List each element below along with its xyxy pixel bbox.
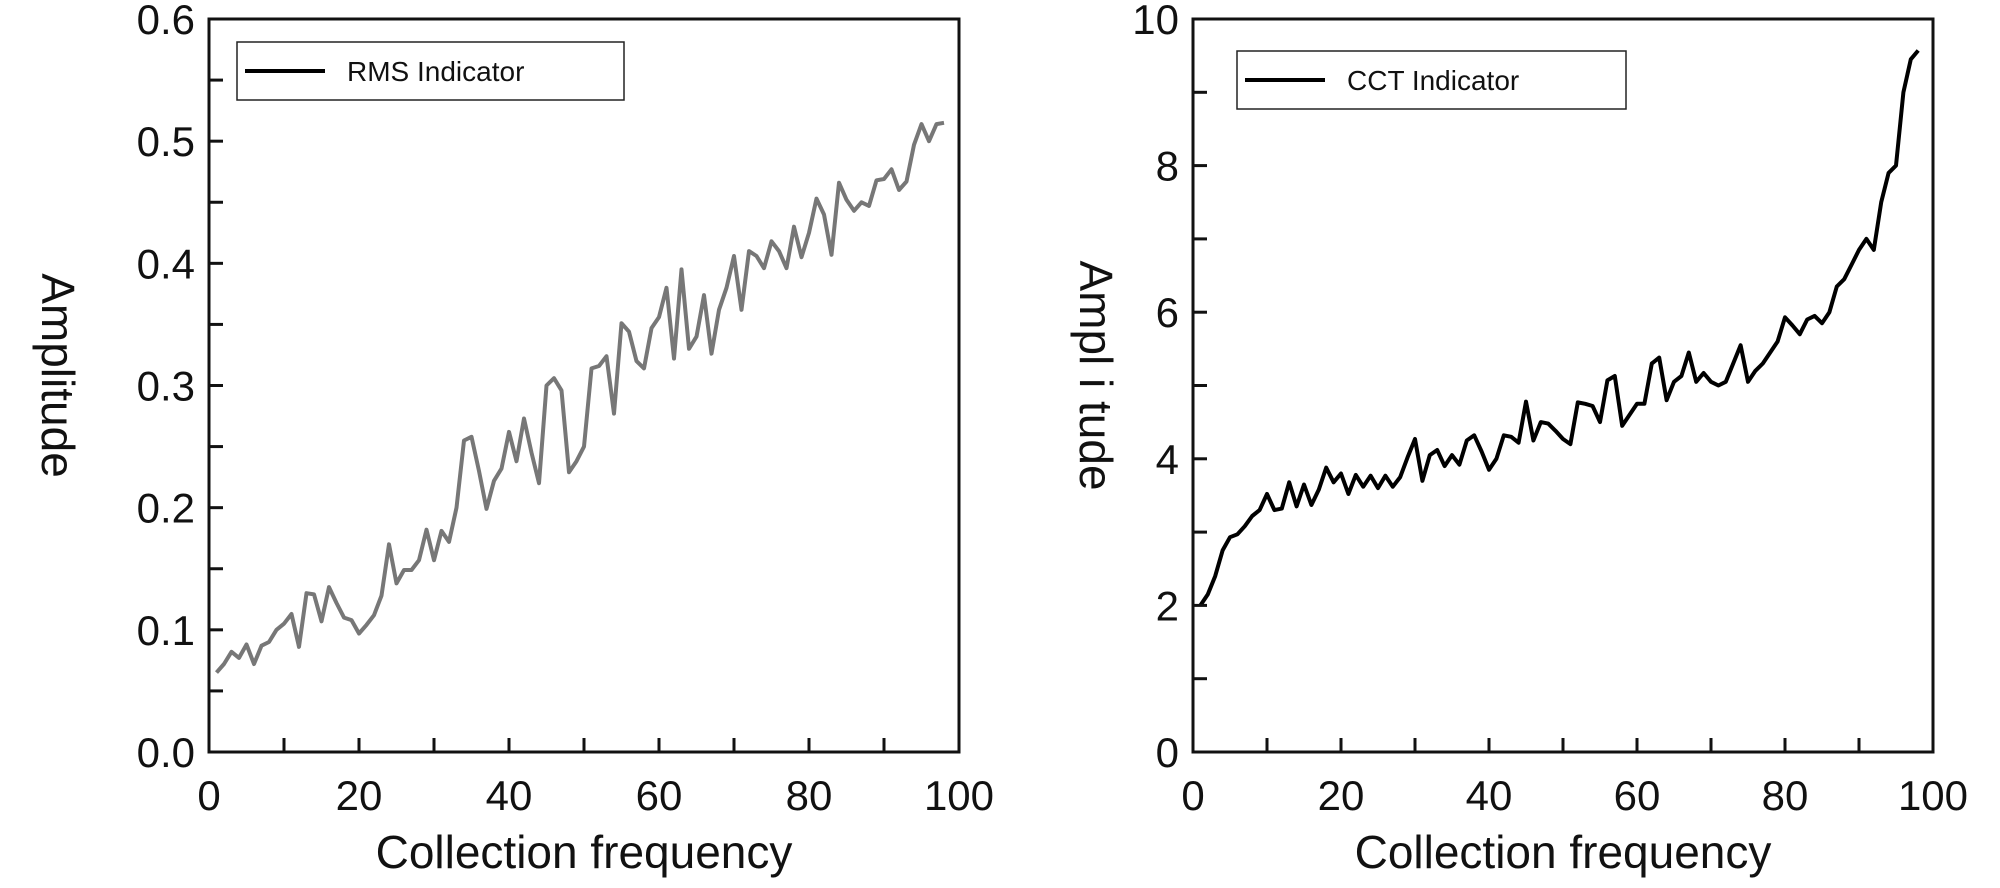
x-tick-label: 60	[636, 772, 683, 819]
x-tick-label: 0	[1181, 772, 1204, 819]
series-line-0	[1198, 49, 1920, 607]
series-line-0	[214, 120, 945, 674]
y-tick-label: 0.2	[137, 485, 195, 532]
y-tick-label: 0.0	[137, 729, 195, 776]
y-tick-label: 0.6	[137, 0, 195, 43]
x-tick-label: 20	[1318, 772, 1365, 819]
x-tick-label: 60	[1614, 772, 1661, 819]
legend-label: CCT Indicator	[1347, 65, 1519, 96]
x-tick-label: 80	[1762, 772, 1809, 819]
y-tick-label: 0.5	[137, 118, 195, 165]
x-tick-label: 100	[924, 772, 994, 819]
x-tick-label: 100	[1898, 772, 1968, 819]
y-tick-label: 10	[1132, 0, 1179, 43]
legend-label: RMS Indicator	[347, 56, 524, 87]
y-tick-label: 0.4	[137, 240, 195, 287]
y-axis-title: Ampl i tude	[1070, 260, 1122, 490]
legend: CCT Indicator	[1236, 50, 1627, 110]
y-tick-label: 0.3	[137, 363, 195, 410]
y-tick-label: 8	[1156, 143, 1179, 190]
y-tick-label: 4	[1156, 436, 1179, 483]
x-axis-title: Collection frequency	[1355, 826, 1772, 878]
y-tick-label: 6	[1156, 289, 1179, 336]
y-tick-label: 2	[1156, 582, 1179, 629]
chart-1: 0 20 40 60 80 100 0.0 0.1 0.2 0.3 0.4 0.5 0.6 Collect…	[32, 0, 994, 878]
y-axis-title: Amplitude	[32, 273, 84, 478]
x-tick-label: 20	[336, 772, 383, 819]
x-tick-label: 40	[1466, 772, 1513, 819]
legend: RMS Indicator	[236, 41, 625, 101]
x-tick-label: 40	[486, 772, 533, 819]
plot-frame	[207, 17, 961, 754]
x-tick-label: 0	[197, 772, 220, 819]
x-axis-title: Collection frequency	[376, 826, 793, 878]
chart-2: 0 20 40 60 80 100 0 2 4 6 8 10 Collection frequency A…	[1070, 0, 1968, 878]
y-tick-label: 0	[1156, 729, 1179, 776]
x-tick-label: 80	[786, 772, 833, 819]
plot-frame	[1191, 17, 1935, 754]
y-tick-label: 0.1	[137, 607, 195, 654]
